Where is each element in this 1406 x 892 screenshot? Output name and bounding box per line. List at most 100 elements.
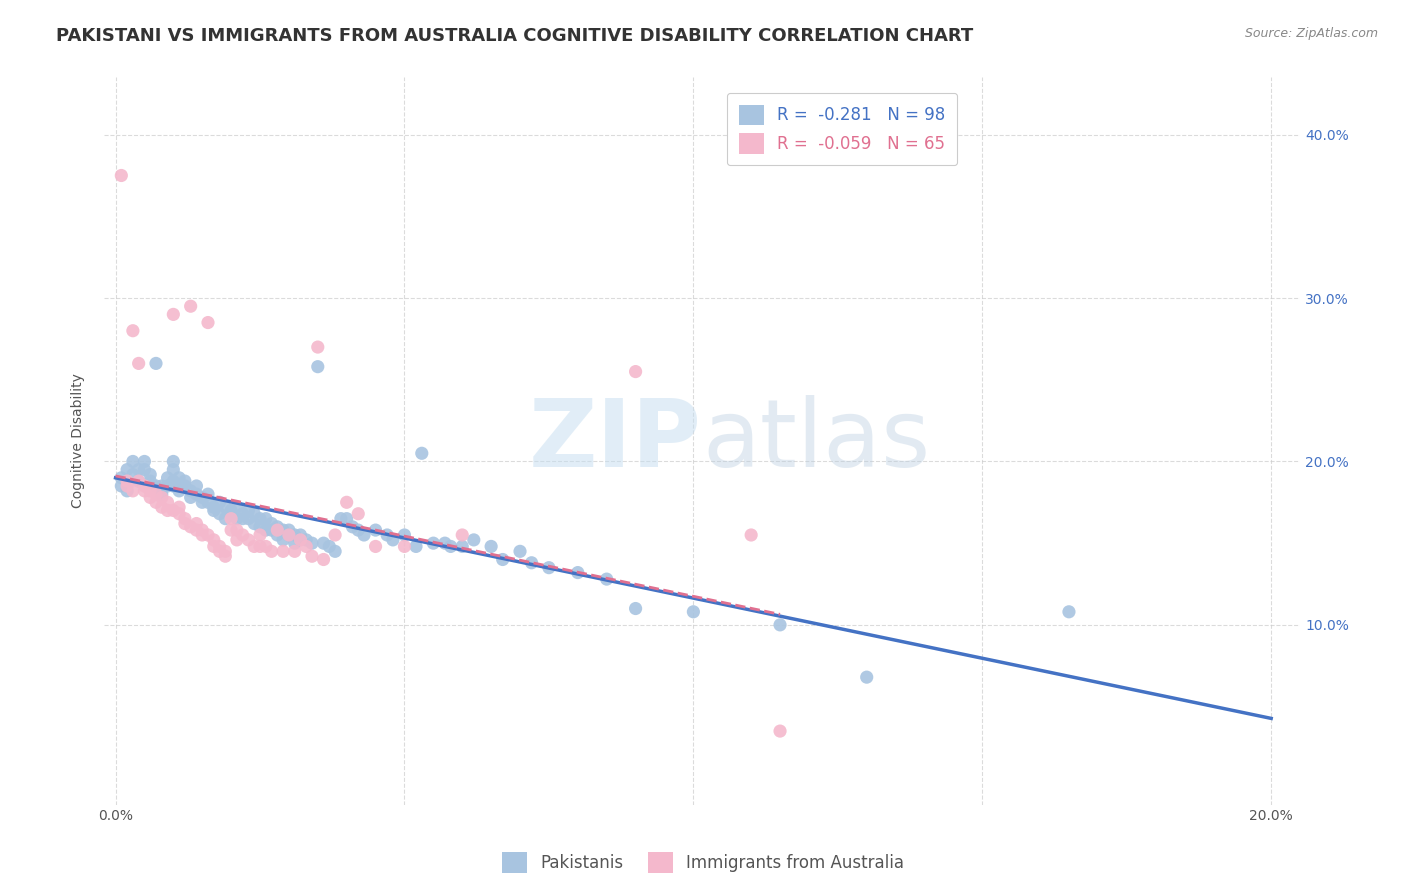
Point xyxy=(238,533,260,547)
Point xyxy=(243,540,266,554)
Point xyxy=(260,516,283,531)
Point xyxy=(307,340,329,354)
Point xyxy=(214,549,236,564)
Point xyxy=(336,495,359,509)
Point xyxy=(375,528,398,542)
Point xyxy=(202,533,225,547)
Point xyxy=(219,503,242,517)
Point xyxy=(405,540,427,554)
Point xyxy=(162,462,184,476)
Point xyxy=(145,487,167,501)
Point xyxy=(249,520,271,534)
Point xyxy=(232,528,254,542)
Point xyxy=(180,491,202,505)
Point xyxy=(162,454,184,468)
Point xyxy=(173,479,195,493)
Point xyxy=(260,523,283,537)
Point xyxy=(260,544,283,558)
Point xyxy=(122,467,145,482)
Point xyxy=(347,523,370,537)
Point xyxy=(186,487,208,501)
Point xyxy=(186,479,208,493)
Point xyxy=(180,483,202,498)
Point xyxy=(162,479,184,493)
Point xyxy=(150,479,173,493)
Point xyxy=(266,520,288,534)
Point xyxy=(271,523,294,537)
Point xyxy=(225,523,247,537)
Point xyxy=(295,540,318,554)
Point xyxy=(110,479,132,493)
Point xyxy=(139,474,162,488)
Point xyxy=(266,528,288,542)
Point xyxy=(219,523,242,537)
Point xyxy=(301,536,323,550)
Point xyxy=(128,474,150,488)
Point xyxy=(284,528,307,542)
Point xyxy=(347,507,370,521)
Point xyxy=(266,523,288,537)
Point xyxy=(277,523,299,537)
Point xyxy=(422,536,444,550)
Point xyxy=(271,544,294,558)
Point xyxy=(567,566,589,580)
Point xyxy=(122,454,145,468)
Point xyxy=(342,520,364,534)
Point xyxy=(520,556,543,570)
Point xyxy=(145,479,167,493)
Point xyxy=(463,533,485,547)
Point xyxy=(855,670,877,684)
Point xyxy=(284,536,307,550)
Point xyxy=(307,359,329,374)
Point xyxy=(214,511,236,525)
Point xyxy=(197,495,219,509)
Point xyxy=(394,540,416,554)
Point xyxy=(249,528,271,542)
Point xyxy=(162,307,184,321)
Point xyxy=(115,479,138,493)
Point xyxy=(1057,605,1080,619)
Point xyxy=(769,618,792,632)
Point xyxy=(128,474,150,488)
Point xyxy=(191,528,214,542)
Point xyxy=(301,549,323,564)
Point xyxy=(208,507,231,521)
Point xyxy=(214,544,236,558)
Point xyxy=(451,540,474,554)
Point xyxy=(197,528,219,542)
Point xyxy=(202,503,225,517)
Point xyxy=(284,544,307,558)
Point xyxy=(173,516,195,531)
Point xyxy=(150,487,173,501)
Point xyxy=(353,528,375,542)
Point xyxy=(202,500,225,515)
Point xyxy=(243,507,266,521)
Point xyxy=(134,462,156,476)
Point xyxy=(145,495,167,509)
Point xyxy=(167,507,190,521)
Point xyxy=(271,533,294,547)
Point xyxy=(197,316,219,330)
Point xyxy=(323,544,346,558)
Point xyxy=(394,528,416,542)
Legend: Pakistanis, Immigrants from Australia: Pakistanis, Immigrants from Australia xyxy=(495,846,911,880)
Point xyxy=(128,356,150,370)
Point xyxy=(225,511,247,525)
Legend: R =  -0.281   N = 98, R =  -0.059   N = 65: R = -0.281 N = 98, R = -0.059 N = 65 xyxy=(727,93,957,165)
Point xyxy=(249,540,271,554)
Point xyxy=(254,540,277,554)
Point xyxy=(122,483,145,498)
Point xyxy=(134,454,156,468)
Point xyxy=(156,471,179,485)
Point xyxy=(191,495,214,509)
Point xyxy=(208,544,231,558)
Point xyxy=(219,511,242,525)
Point xyxy=(156,503,179,517)
Point xyxy=(312,536,335,550)
Point xyxy=(145,356,167,370)
Point xyxy=(290,533,312,547)
Point xyxy=(290,528,312,542)
Point xyxy=(277,528,299,542)
Point xyxy=(208,495,231,509)
Point xyxy=(740,528,762,542)
